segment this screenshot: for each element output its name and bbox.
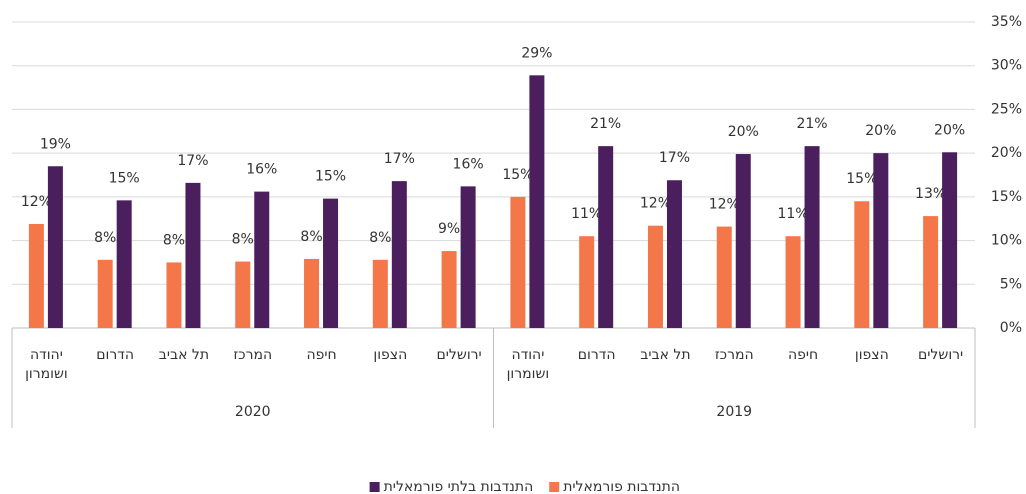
data-label: 15% [315, 169, 346, 185]
legend-label: התנדבות פורמאלית [563, 479, 680, 494]
data-label: 12% [709, 197, 740, 213]
data-label: 21% [796, 116, 827, 132]
data-label: 8% [369, 230, 391, 246]
bar [873, 153, 889, 328]
data-label: 13% [915, 186, 946, 202]
y-tick-label: 0% [1000, 320, 1022, 336]
bar [804, 146, 820, 328]
x-tick-label: הדרום [577, 347, 616, 363]
x-tick-label: ירושלים [918, 347, 964, 363]
bar [716, 226, 732, 328]
data-label: 9% [438, 221, 460, 237]
data-label: 19% [40, 136, 71, 152]
x-tick-label: ירושלים [436, 347, 482, 363]
data-label: 8% [232, 232, 254, 248]
data-label: 8% [94, 230, 116, 246]
x-tick-label: חיפה [306, 347, 337, 363]
bar [785, 236, 801, 328]
y-tick-label: 30% [991, 58, 1022, 74]
bar [304, 258, 320, 328]
data-label: 29% [521, 45, 552, 61]
data-label: 17% [384, 151, 415, 167]
y-tick-label: 5% [1000, 276, 1022, 292]
bar [391, 181, 407, 328]
bar [510, 196, 526, 328]
x-tick-label: הצפון [854, 347, 889, 363]
bar [529, 75, 545, 329]
group-label: 2020 [234, 404, 271, 420]
data-label: 17% [659, 150, 690, 166]
data-label: 15% [502, 167, 533, 183]
bar [923, 216, 939, 328]
data-label: 20% [934, 122, 965, 138]
x-tick-label: תל אביב [158, 347, 210, 363]
bar [28, 223, 44, 328]
legend-swatch [549, 482, 560, 492]
legend-swatch [369, 482, 380, 492]
bar [47, 166, 63, 328]
bar [460, 186, 476, 328]
bar [942, 152, 958, 328]
data-label: 11% [777, 206, 808, 222]
data-label: 20% [865, 123, 896, 139]
bar [116, 200, 132, 328]
y-tick-label: 20% [991, 145, 1022, 161]
data-label: 20% [728, 124, 759, 140]
y-tick-label: 10% [991, 233, 1022, 249]
data-label: 15% [846, 171, 877, 187]
bar [579, 236, 595, 328]
bar [323, 198, 339, 328]
bar [166, 262, 182, 328]
data-label: 8% [300, 229, 322, 245]
data-label: 16% [246, 162, 277, 178]
bar [441, 251, 457, 328]
bar [235, 261, 251, 328]
bar [666, 180, 682, 328]
y-tick-label: 35% [991, 14, 1022, 30]
bar [735, 154, 751, 328]
data-label: 12% [640, 196, 671, 212]
data-label: 16% [453, 156, 484, 172]
bar [372, 259, 388, 328]
data-label: 15% [109, 170, 140, 186]
x-tick-label: המרכז [714, 347, 754, 363]
x-tick-label: יהודה ושומרון [506, 347, 550, 382]
y-tick-label: 25% [991, 101, 1022, 117]
data-label: 8% [163, 232, 185, 248]
bar [598, 146, 614, 328]
x-tick-label: חיפה [787, 347, 819, 363]
bar [647, 225, 663, 328]
x-tick-label: יהודה ושומרון [25, 347, 68, 382]
bar [185, 182, 201, 328]
data-label: 21% [590, 116, 621, 132]
group-label: 2019 [716, 404, 753, 420]
y-tick-label: 15% [991, 189, 1022, 205]
bar [97, 259, 113, 328]
x-tick-label: המרכז [233, 347, 273, 363]
data-label: 11% [571, 206, 602, 222]
legend-label: התנדבות בלתי פורמאלית [384, 479, 534, 494]
x-tick-label: הדרום [96, 347, 135, 363]
data-label: 12% [21, 194, 52, 210]
data-label: 17% [177, 153, 208, 169]
bar [854, 201, 870, 328]
x-tick-label: הצפון [373, 347, 408, 363]
bar [254, 191, 270, 328]
x-tick-label: תל אביב [640, 347, 691, 363]
